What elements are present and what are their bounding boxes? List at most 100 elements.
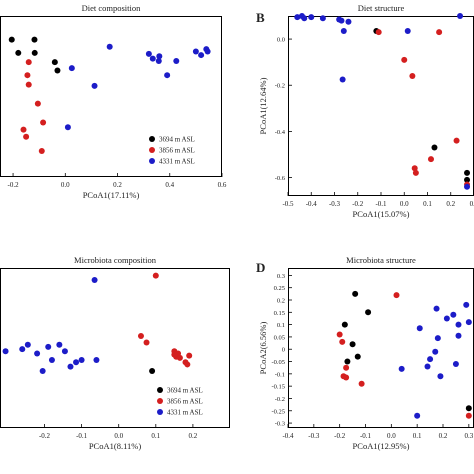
panel3-legend-marker: [157, 398, 163, 404]
panel4-point-red: [393, 292, 400, 299]
panel4-ytick-label: -0.15: [271, 384, 285, 391]
panel1-xtick-label: -0.2: [8, 181, 20, 189]
panel3-point-blue: [93, 357, 100, 364]
panel2-series-black: [373, 28, 471, 183]
panel3-legend-label: 3856 m ASL: [167, 398, 203, 406]
panel4-xlabel: PCoA1(12.95%): [353, 441, 410, 451]
panel4-point-red: [339, 338, 346, 345]
panel3-point-blue: [61, 348, 68, 355]
panel4-ytick-label: 0.25: [274, 285, 285, 292]
panel3-point-red: [137, 332, 144, 339]
panel4-point-red: [336, 331, 343, 338]
panel2-ytick-label: -0.4: [275, 129, 286, 136]
panel3-point-red: [176, 354, 183, 361]
panel3-series-red: [137, 272, 193, 368]
panel4-point-blue: [433, 305, 440, 312]
panel2-point-red: [427, 156, 434, 163]
panel2-point-blue: [340, 28, 347, 34]
panel4-xtick-label: 0.3: [464, 432, 473, 440]
panel4-ytick-label: 0.2: [277, 298, 285, 305]
panel3-point-red: [143, 339, 150, 346]
panel1-point-blue: [173, 57, 180, 64]
panel1-point-black: [54, 67, 61, 74]
panel1-legend-marker: [149, 147, 155, 153]
panel4-point-blue: [463, 301, 470, 308]
panel1-point-red: [20, 126, 27, 133]
panel4-point-blue: [452, 361, 459, 367]
panel1-point-blue: [145, 50, 152, 57]
panel2-ytick-label: 0.0: [277, 37, 285, 44]
panel3-point-blue: [2, 348, 9, 355]
panel3-legend-marker: [157, 387, 163, 393]
panel3-point-red: [184, 361, 191, 368]
panel1-series-red: [20, 59, 47, 154]
panel3-point-blue: [56, 341, 63, 348]
panel1-point-black: [31, 49, 38, 56]
panel4-point-blue: [437, 373, 444, 380]
panel3-xtick-label: 0.0: [114, 432, 123, 440]
panel3-point-blue: [73, 359, 80, 366]
panel4-xtick-label: -0.4: [282, 432, 294, 440]
panel2-xtick-label: 0.0: [400, 200, 409, 208]
panel4-point-blue: [414, 412, 421, 419]
panel4-point-red: [343, 364, 350, 371]
panel2-point-blue: [301, 15, 308, 22]
panel3-point-blue: [91, 277, 98, 284]
panel2-frame: [288, 16, 474, 196]
panel3-legend-label: 4331 m ASL: [167, 409, 203, 417]
panel4-point-blue: [465, 319, 472, 326]
panel1-point-red: [23, 133, 30, 140]
panel1-point-blue: [64, 124, 71, 131]
panel2-xtick-label: 0.1: [423, 200, 432, 208]
panel2-point-blue: [319, 15, 326, 22]
panel2-point-red: [375, 29, 382, 36]
panel3-point-blue: [67, 363, 74, 370]
panel2-xtick-label: -0.5: [282, 200, 294, 208]
panel4-point-blue: [432, 348, 439, 355]
panel1-point-red: [34, 100, 41, 107]
panel2-xtick-label: -0.3: [329, 200, 341, 208]
panel2-xlabel: PCoA1(15.07%): [353, 209, 410, 219]
panel1-point-blue: [155, 57, 162, 64]
panel4-point-black: [341, 321, 348, 328]
panel3-point-red: [186, 352, 193, 359]
panel4-ytick-label: -0.1: [275, 371, 285, 378]
panel4-point-black: [354, 353, 361, 360]
panel2-xtick-label: -0.4: [306, 200, 318, 208]
panel1-point-black: [31, 36, 38, 43]
panel4-point-blue: [450, 311, 457, 318]
panel4-point-blue: [427, 356, 434, 363]
panel2-point-red: [401, 56, 408, 63]
panel4-point-black: [365, 309, 372, 316]
panel3-xtick-label: 0.2: [189, 432, 198, 440]
panel4-ytick-label: 0.05: [274, 334, 285, 341]
panel3-point-blue: [39, 368, 46, 375]
panel4-ytick-label: -0.3: [275, 421, 285, 428]
panel1-point-black: [51, 59, 58, 66]
panel4-ytick-label: 0.1: [277, 322, 285, 329]
panel4-frame: [288, 268, 474, 428]
panel2-series-red: [375, 29, 471, 188]
panel2-point-blue: [294, 14, 301, 21]
panel2-xtick-label: 0.3: [470, 200, 474, 208]
panel2-point-blue: [345, 18, 352, 25]
panel3-xlabel: PCoA1(8.11%): [89, 441, 142, 451]
panel2-point-black: [464, 176, 471, 183]
panel2-title: Diet structure: [358, 3, 405, 13]
panel4-xtick-label: -0.2: [334, 432, 346, 440]
panel2-point-blue: [464, 183, 471, 190]
panel4-point-red: [358, 380, 365, 387]
panel4-ytick-label: -0.05: [271, 359, 285, 366]
panel4-xtick-label: -0.1: [360, 432, 372, 440]
panel2-point-blue: [457, 13, 464, 19]
panel1-point-red: [25, 59, 32, 66]
panel2-point-blue: [308, 14, 315, 21]
panel2-point-red: [453, 137, 460, 144]
panel1-frame: [0, 16, 222, 177]
panel2-point-red: [412, 169, 419, 176]
panel2-point-blue: [404, 28, 411, 34]
panel4-point-blue: [443, 315, 450, 322]
panel4-title: Microbiota structure: [346, 255, 416, 265]
panel3-xtick-label: -0.2: [39, 432, 51, 440]
